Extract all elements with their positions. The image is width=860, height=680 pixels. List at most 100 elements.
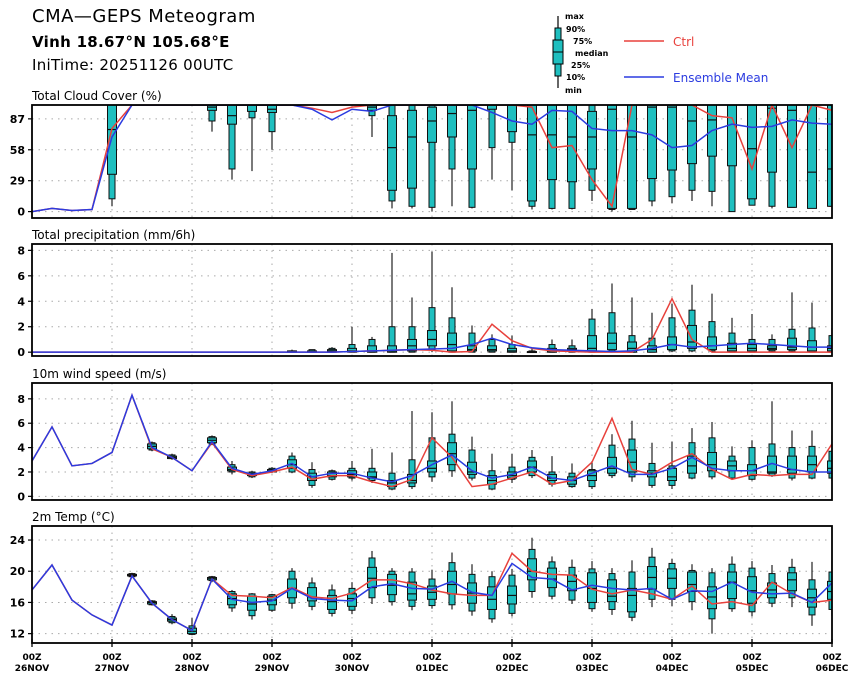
y-tick-label: 20 [10, 565, 26, 578]
box-iqr [727, 342, 737, 352]
init-time-label: IniTime: 20251126 00UTC [32, 56, 234, 74]
x-tick-label-date: 04DEC [656, 664, 689, 674]
box-iqr [247, 595, 257, 611]
x-tick-label-date: 29NOV [255, 664, 289, 674]
x-tick-label-date: 27NOV [95, 664, 129, 674]
x-tick-label-date: 06DEC [816, 664, 849, 674]
x-tick-label-date: 26NOV [15, 664, 49, 674]
panel-title: Total Cloud Cover (%) [31, 89, 162, 103]
box-iqr [407, 109, 417, 189]
box-iqr [607, 579, 617, 603]
box-iqr [607, 332, 617, 351]
box-iqr [787, 572, 797, 592]
box-outer [708, 321, 716, 352]
box-iqr [767, 105, 777, 173]
panel-3: 2m Temp (°C) 12 16 20 24 [10, 510, 833, 644]
y-tick-label: 4 [17, 442, 25, 455]
box-outer [828, 335, 832, 353]
y-tick-label: 6 [17, 417, 25, 430]
box-iqr [367, 345, 377, 353]
x-tick-label-hour: 00Z [422, 653, 442, 663]
panel-0: Total Cloud Cover (%) 0 29 58 87 [10, 89, 833, 219]
box-iqr [827, 580, 832, 600]
panel-title: 2m Temp (°C) [32, 510, 115, 524]
box-iqr [427, 106, 437, 143]
legend: max 90% 75% median 25% 10% min Ctrl Ensemble Mea… [552, 12, 768, 95]
panels: Total Cloud Cover (%) 0 29 58 87 Total precip… [10, 89, 833, 644]
panel-1: Total precipitation (mm/6h) 0 2 4 6 8 [17, 228, 833, 359]
panel-frame [31, 382, 833, 501]
box-iqr [707, 336, 717, 351]
x-tick-label-hour: 00Z [262, 653, 282, 663]
y-tick-label: 0 [17, 346, 25, 359]
location-label: Vinh 18.67°N 105.68°E [32, 33, 230, 51]
x-tick-label-hour: 00Z [182, 653, 202, 663]
legend-box-label: 10% [566, 73, 585, 82]
box-outer [228, 105, 236, 170]
x-tick-label-hour: 00Z [502, 653, 522, 663]
box-iqr [827, 105, 832, 207]
box-iqr [427, 330, 437, 347]
box-outer [488, 105, 496, 149]
box-iqr [667, 336, 677, 351]
box-iqr [367, 566, 377, 589]
x-tick-label-hour: 00Z [102, 653, 122, 663]
x-tick-label-date: 02DEC [496, 664, 529, 674]
box-iqr [807, 340, 817, 352]
y-tick-label: 29 [10, 175, 25, 188]
box-iqr [747, 105, 757, 200]
y-tick-label: 0 [17, 206, 25, 219]
box-outer [748, 447, 756, 480]
box-iqr [587, 572, 597, 603]
box-iqr [767, 345, 777, 351]
x-tick-label-hour: 00Z [342, 653, 362, 663]
box-iqr [687, 105, 697, 165]
box-iqr [487, 586, 497, 610]
y-tick-label: 2 [17, 466, 25, 479]
box-iqr [567, 105, 577, 183]
box-iqr [707, 451, 717, 472]
y-tick-label: 16 [10, 596, 26, 609]
box-iqr [487, 345, 497, 352]
box-iqr [387, 345, 397, 353]
box-iqr [687, 324, 697, 349]
box-iqr [327, 594, 337, 610]
box-iqr [547, 105, 557, 181]
box-iqr [827, 460, 832, 474]
ensemble-mean-line [32, 337, 832, 353]
legend-mean-label: Ensemble Mean [673, 71, 768, 85]
x-tick-label-hour: 00Z [822, 653, 842, 663]
box-iqr [507, 347, 517, 353]
x-tick-label-date: 30NOV [335, 664, 369, 674]
panel-plot-area [32, 105, 832, 213]
y-tick-label: 8 [17, 244, 25, 257]
y-tick-label: 0 [17, 490, 25, 503]
ensemble-mean-line [32, 562, 832, 632]
y-tick-label: 6 [17, 270, 25, 283]
legend-box-lower [554, 63, 562, 77]
legend-box-label: max [565, 12, 585, 21]
box-outer [668, 317, 676, 352]
box-iqr [587, 110, 597, 170]
box-iqr [627, 587, 637, 613]
box-iqr [447, 105, 457, 138]
x-tick-label-date: 05DEC [736, 664, 769, 674]
box-iqr [407, 581, 417, 601]
box-iqr [627, 449, 637, 473]
panel-plot-area [32, 537, 832, 636]
legend-box-label: min [565, 86, 582, 95]
box-outer [268, 105, 276, 133]
panel-title: Total precipitation (mm/6h) [31, 228, 195, 242]
box-iqr [787, 337, 797, 351]
box-iqr [787, 105, 797, 208]
y-tick-label: 87 [10, 113, 25, 126]
box-iqr [387, 115, 397, 191]
legend-box-upper [554, 27, 562, 41]
box-iqr [607, 105, 617, 209]
ctrl-line [32, 105, 832, 213]
box-iqr [527, 105, 537, 202]
x-tick-label-date: 03DEC [576, 664, 609, 674]
y-tick-label: 24 [10, 534, 26, 547]
panel-plot-area [32, 251, 832, 354]
